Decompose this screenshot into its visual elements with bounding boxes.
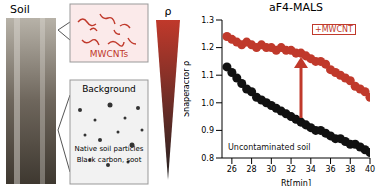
svg-text:Black carbon, soot: Black carbon, soot (77, 156, 142, 164)
svg-text:ρ: ρ (165, 5, 172, 18)
svg-text:0.9: 0.9 (201, 126, 214, 135)
svg-text:0.8: 0.8 (201, 154, 214, 163)
svg-text:1.3: 1.3 (201, 16, 214, 25)
svg-text:32: 32 (286, 165, 296, 174)
svg-text:Rt[min]: Rt[min] (281, 179, 311, 186)
svg-text:28: 28 (247, 165, 257, 174)
html-text:+MWCNT: +MWCNT (315, 25, 353, 34)
svg-text:Native soil particles: Native soil particles (75, 145, 144, 153)
html-text:Uncontaminated soil: Uncontaminated soil (228, 143, 311, 152)
svg-text:MWCNTs: MWCNTs (90, 49, 129, 59)
svg-text:36: 36 (325, 165, 335, 174)
svg-text:38: 38 (345, 165, 355, 174)
svg-text:30: 30 (266, 165, 276, 174)
svg-text:Shapefactor ρ: Shapefactor ρ (184, 61, 191, 117)
svg-text:1.2: 1.2 (201, 43, 214, 52)
svg-text:40: 40 (365, 165, 368, 174)
html-text:aF4-MALS: aF4-MALS (268, 1, 324, 14)
svg-text:Soil: Soil (10, 3, 30, 16)
svg-text:26: 26 (227, 165, 237, 174)
svg-text:34: 34 (306, 165, 316, 174)
svg-text:1.1: 1.1 (201, 71, 214, 80)
svg-text:Background: Background (82, 84, 136, 94)
svg-text:1.0: 1.0 (201, 99, 214, 108)
